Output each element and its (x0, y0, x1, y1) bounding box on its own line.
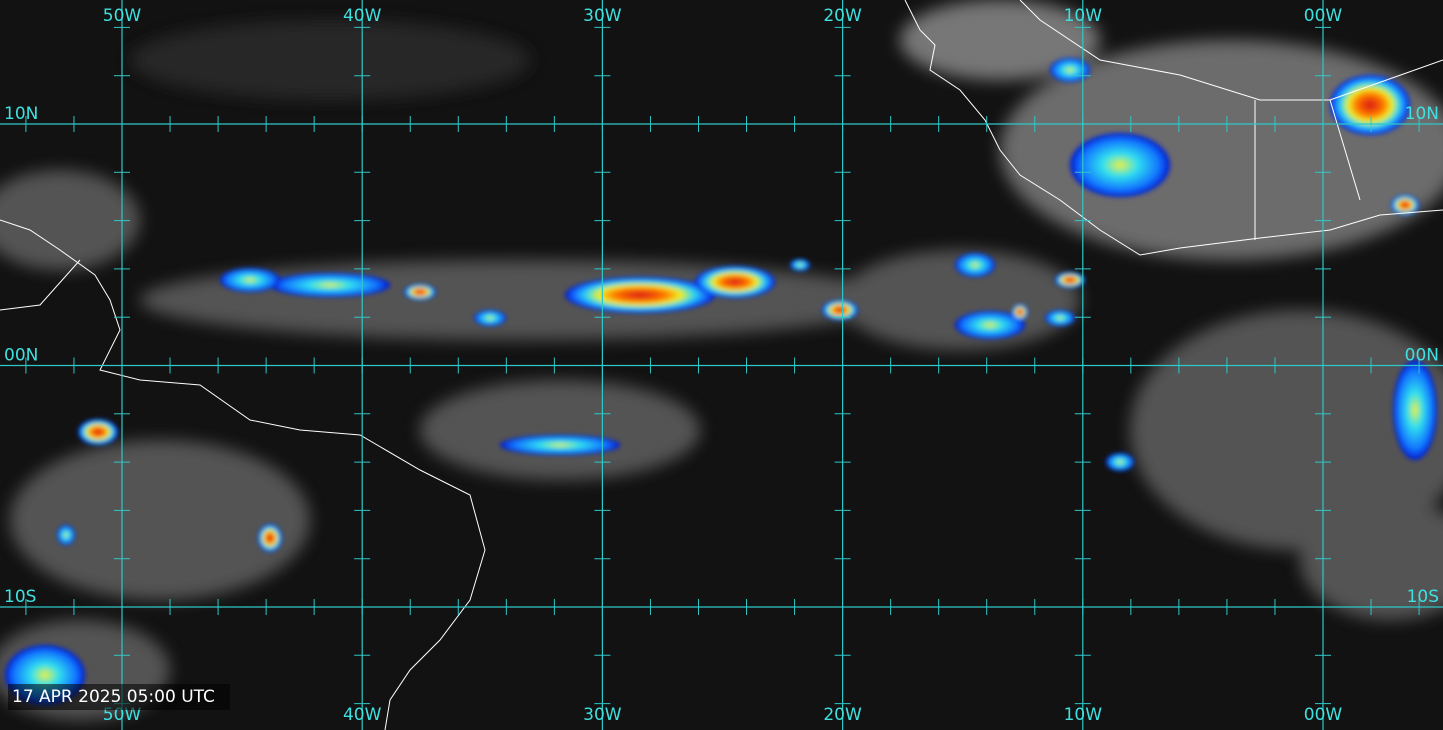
lat-label-left: 10S (4, 587, 36, 607)
lon-label-top: 40W (343, 6, 382, 26)
lon-label-bottom: 40W (343, 705, 382, 725)
lat-label-left: 00N (4, 346, 38, 366)
lon-label-top: 20W (823, 6, 862, 26)
convection (5, 58, 1437, 705)
lat-label-right: 10N (1405, 104, 1439, 124)
lon-label-bottom: 20W (823, 705, 862, 725)
lat-label-right: 10S (1407, 587, 1439, 607)
timestamp-backdrop (8, 684, 230, 710)
lon-label-bottom: 30W (583, 705, 622, 725)
lon-label-top: 10W (1064, 6, 1103, 26)
timestamp: 17 APR 2025 05:00 UTC (12, 687, 215, 707)
lon-label-top: 00W (1304, 6, 1343, 26)
lat-label-left: 10N (4, 104, 38, 124)
lon-label-bottom: 10W (1064, 705, 1103, 725)
lon-label-top: 30W (583, 6, 622, 26)
lon-label-top: 50W (103, 6, 142, 26)
lon-label-bottom: 00W (1304, 705, 1343, 725)
lat-label-right: 00N (1405, 346, 1439, 366)
